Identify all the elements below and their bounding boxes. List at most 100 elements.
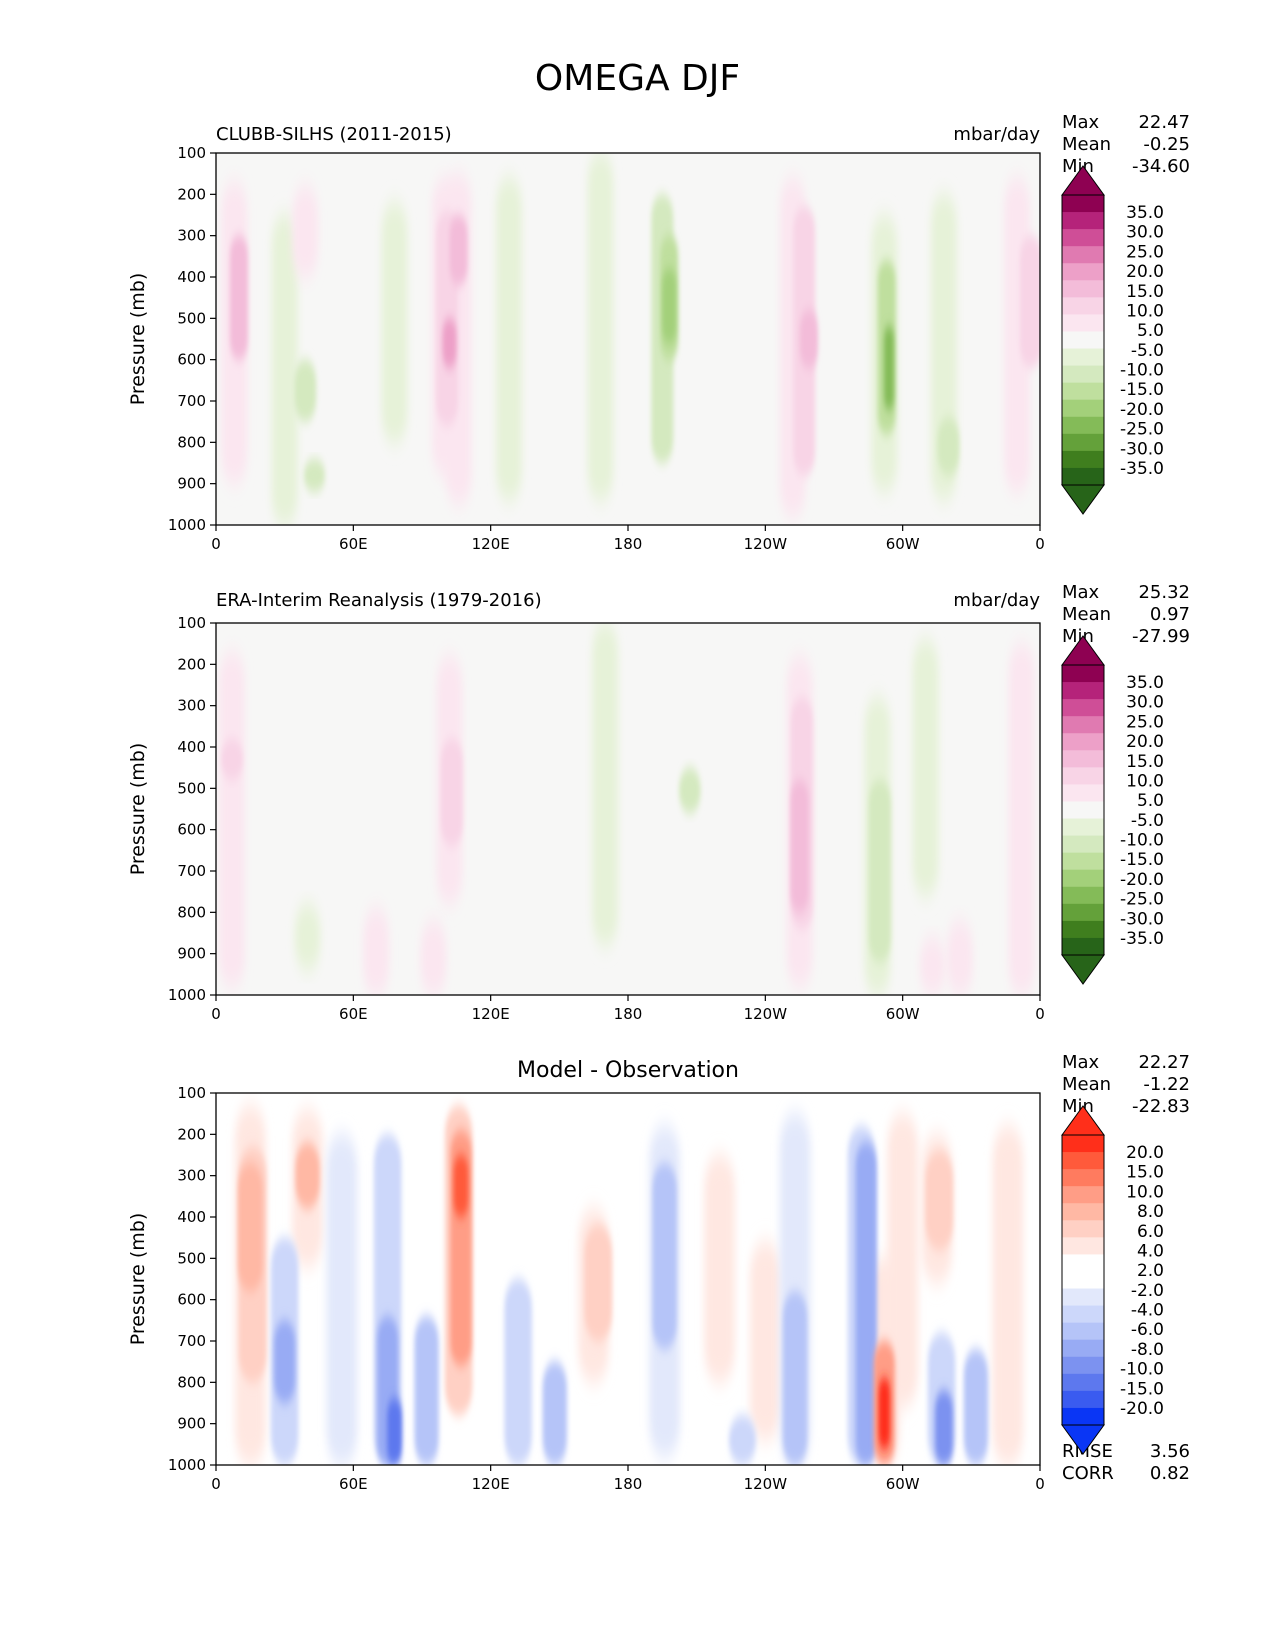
colorbar-band — [1062, 818, 1104, 837]
contour-feature — [1019, 235, 1040, 368]
y-tick-label: 400 — [177, 268, 206, 286]
contour-feature — [934, 1390, 953, 1465]
x-tick-label: 60E — [339, 535, 368, 553]
contour-feature — [704, 1155, 735, 1383]
colorbar-tick-label: 4.0 — [1137, 1241, 1164, 1261]
contour-feature — [587, 153, 614, 501]
colorbar-band — [1062, 1373, 1104, 1392]
contour-feature — [221, 738, 244, 781]
y-tick-label: 700 — [177, 392, 206, 410]
colorbar-band — [1062, 869, 1104, 888]
y-tick-label: 900 — [177, 945, 206, 963]
contour-feature — [728, 1415, 757, 1465]
contour-feature — [542, 1361, 567, 1465]
colorbar-tick-label: 20.0 — [1126, 1143, 1164, 1163]
y-tick-label: 900 — [177, 475, 206, 493]
colorbar-tick-label: -15.0 — [1120, 1379, 1164, 1399]
contour-feature — [790, 780, 809, 913]
colorbar-tick-label: -6.0 — [1131, 1320, 1164, 1340]
y-axis-label: Pressure (mb) — [127, 273, 149, 406]
colorbar-band — [1062, 382, 1104, 401]
colorbar-band — [1062, 835, 1104, 854]
colorbar-tick-label: 30.0 — [1126, 223, 1164, 243]
colorbar-tick-label: 25.0 — [1126, 242, 1164, 262]
y-tick-label: 200 — [177, 185, 206, 203]
colorbar-tick-label: -8.0 — [1131, 1340, 1164, 1360]
colorbar-band — [1062, 212, 1104, 230]
colorbar-band — [1062, 767, 1104, 785]
contour-feature — [592, 623, 619, 946]
contour-feature — [440, 738, 463, 847]
contour-feature — [887, 1113, 919, 1408]
colorbar-band — [1062, 331, 1104, 350]
colorbar-tick-label: 30.0 — [1126, 693, 1164, 713]
plot-background — [216, 153, 1040, 525]
contour-feature — [326, 1134, 358, 1465]
x-tick-label: 120E — [472, 1475, 510, 1493]
contour-feature — [782, 1291, 808, 1465]
contour-field — [221, 153, 1040, 525]
x-tick-label: 0 — [211, 1475, 221, 1493]
y-tick-label: 600 — [177, 351, 206, 369]
colorbar-band — [1062, 314, 1104, 332]
contour-feature — [414, 1316, 439, 1465]
y-tick-label: 500 — [177, 1249, 206, 1267]
colorbar-band — [1062, 682, 1104, 700]
colorbar-tick-label: -10.0 — [1120, 831, 1164, 851]
colorbar-band — [1062, 1254, 1104, 1272]
colorbar: 35.030.025.020.015.010.05.0-5.0-10.0-15.… — [1061, 635, 1164, 985]
colorbar-max-extend — [1061, 1105, 1105, 1136]
colorbar-band — [1062, 784, 1104, 802]
plot-background — [216, 623, 1040, 995]
contour-feature — [294, 359, 317, 422]
figure-title: OMEGA DJF — [534, 58, 741, 99]
colorbar: 35.030.025.020.015.010.05.0-5.0-10.0-15.… — [1061, 165, 1164, 515]
colorbar-band — [1062, 733, 1104, 751]
contour-feature — [442, 318, 457, 368]
colorbar-band — [1062, 1322, 1104, 1341]
colorbar-band — [1062, 1356, 1104, 1375]
x-tick-label: 60W — [886, 1475, 920, 1493]
colorbar-band — [1062, 716, 1104, 734]
colorbar-band — [1062, 750, 1104, 768]
x-tick-label: 60E — [339, 1005, 368, 1023]
colorbar-band — [1062, 1305, 1104, 1324]
colorbar-max-extend — [1061, 165, 1105, 196]
colorbar-band — [1062, 1390, 1104, 1409]
contour-feature — [303, 458, 326, 492]
stat-min-value: -22.83 — [1131, 1096, 1190, 1117]
colorbar-tick-label: -15.0 — [1120, 850, 1164, 870]
contour-feature — [420, 920, 447, 995]
contour-feature — [749, 1241, 781, 1441]
x-tick-label: 180 — [614, 535, 643, 553]
contour-feature — [662, 268, 677, 344]
panel-model-stats: Max 22.47 Mean -0.25 Min -34.60 — [1062, 112, 1190, 178]
contour-feature — [799, 310, 818, 368]
colorbar-tick-label: -5.0 — [1131, 811, 1164, 831]
colorbar-tick-label: -25.0 — [1120, 420, 1164, 440]
contour-feature — [449, 215, 468, 286]
stat-max-label: Max — [1062, 582, 1100, 603]
contour-feature — [504, 1279, 532, 1465]
colorbar-band — [1062, 263, 1104, 281]
x-tick-label: 180 — [614, 1005, 643, 1023]
x-tick-label: 0 — [1035, 535, 1045, 553]
y-tick-label: 300 — [177, 227, 206, 245]
contour-feature — [925, 1150, 954, 1251]
x-tick-label: 60W — [886, 1005, 920, 1023]
contour-feature — [453, 1155, 469, 1217]
colorbar-tick-label: 8.0 — [1137, 1202, 1164, 1222]
colorbar-tick-label: 15.0 — [1126, 282, 1164, 302]
rmse-value: 3.56 — [1149, 1441, 1190, 1462]
colorbar-band — [1062, 433, 1104, 452]
y-tick-label: 100 — [177, 144, 206, 162]
panel-observation-stats: Max 25.32 Mean 0.97 Min -27.99 — [1062, 582, 1190, 648]
y-tick-label: 500 — [177, 309, 206, 327]
contour-feature — [584, 1225, 613, 1341]
y-tick-label: 800 — [177, 433, 206, 451]
panel-difference-title: Model - Observation — [517, 1058, 739, 1083]
contour-feature — [678, 767, 701, 814]
contour-field — [219, 623, 1035, 995]
contour-feature — [387, 1398, 402, 1465]
